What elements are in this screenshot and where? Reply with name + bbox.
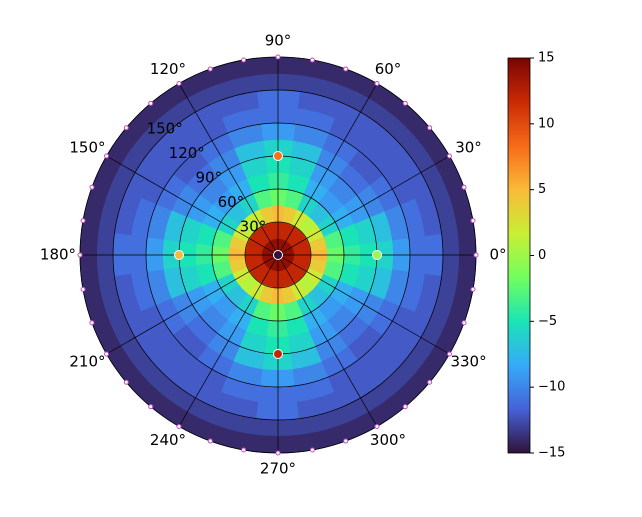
boundary-point: [89, 184, 95, 190]
boundary-point: [374, 81, 380, 87]
theta-grid-line: [178, 254, 279, 427]
boundary-point: [343, 438, 349, 444]
boundary-point: [402, 100, 408, 106]
boundary-point: [275, 450, 281, 456]
theta-grid-line: [277, 254, 378, 427]
r-tick-label: 30°: [240, 218, 267, 236]
r-tick-label: 150°: [147, 120, 183, 138]
boundary-point: [402, 404, 408, 410]
theta-tick-label: 90°: [265, 32, 292, 50]
colorbar-tick-label: 15: [538, 51, 555, 66]
boundary-point: [89, 320, 95, 326]
colorbar-tick-label: −10: [538, 380, 565, 395]
colorbar-tick-label: −15: [538, 446, 565, 461]
boundary-point: [241, 447, 247, 453]
colorbar-tick-label: 10: [538, 116, 555, 131]
r-tick-label: 60°: [218, 193, 245, 211]
theta-tick-label: 240°: [150, 431, 186, 449]
r-tick-label: 90°: [196, 169, 223, 187]
boundary-point: [148, 100, 154, 106]
theta-grid-line: [106, 254, 279, 355]
data-point: [273, 250, 283, 260]
boundary-point: [123, 125, 129, 131]
theta-tick-label: 150°: [69, 139, 105, 157]
theta-tick-label: 210°: [69, 353, 105, 371]
data-point: [273, 349, 283, 359]
theta-tick-label: 0°: [489, 246, 506, 264]
theta-tick-label: 60°: [375, 60, 402, 78]
boundary-point: [446, 153, 452, 159]
colorbar: [507, 57, 531, 454]
boundary-point: [470, 218, 476, 224]
boundary-point: [343, 66, 349, 72]
boundary-point: [374, 423, 380, 429]
boundary-point: [446, 351, 452, 357]
boundary-point: [470, 286, 476, 292]
boundary-point: [309, 57, 315, 63]
boundary-point: [104, 153, 110, 159]
boundary-point: [207, 66, 213, 72]
theta-grid-line: [277, 83, 378, 256]
boundary-point: [176, 81, 182, 87]
colorbar-tick-label: 0: [538, 248, 546, 263]
theta-grid-line: [277, 254, 450, 355]
boundary-point: [241, 57, 247, 63]
theta-grid-line: [277, 155, 450, 256]
boundary-point: [309, 447, 315, 453]
boundary-point: [77, 252, 83, 258]
theta-grid-line: [106, 155, 279, 256]
theta-tick-label: 270°: [260, 460, 296, 478]
theta-tick-label: 300°: [370, 431, 406, 449]
data-point: [273, 151, 283, 161]
colorbar-tick-label: −5: [538, 314, 557, 329]
boundary-point: [207, 438, 213, 444]
boundary-point: [427, 125, 433, 131]
theta-tick-label: 180°: [40, 246, 76, 264]
boundary-point: [148, 404, 154, 410]
boundary-point: [461, 184, 467, 190]
theta-tick-label: 30°: [455, 139, 482, 157]
theta-tick-label: 330°: [450, 353, 486, 371]
boundary-point: [80, 218, 86, 224]
data-point: [372, 250, 382, 260]
data-point: [174, 250, 184, 260]
boundary-point: [80, 286, 86, 292]
boundary-point: [104, 351, 110, 357]
boundary-point: [275, 54, 281, 60]
boundary-point: [176, 423, 182, 429]
boundary-point: [427, 379, 433, 385]
theta-grid-line: [178, 83, 279, 256]
r-tick-label: 120°: [169, 144, 205, 162]
boundary-point: [473, 252, 479, 258]
theta-tick-label: 120°: [150, 60, 186, 78]
boundary-point: [461, 320, 467, 326]
boundary-point: [123, 379, 129, 385]
colorbar-tick-label: 5: [538, 182, 546, 197]
